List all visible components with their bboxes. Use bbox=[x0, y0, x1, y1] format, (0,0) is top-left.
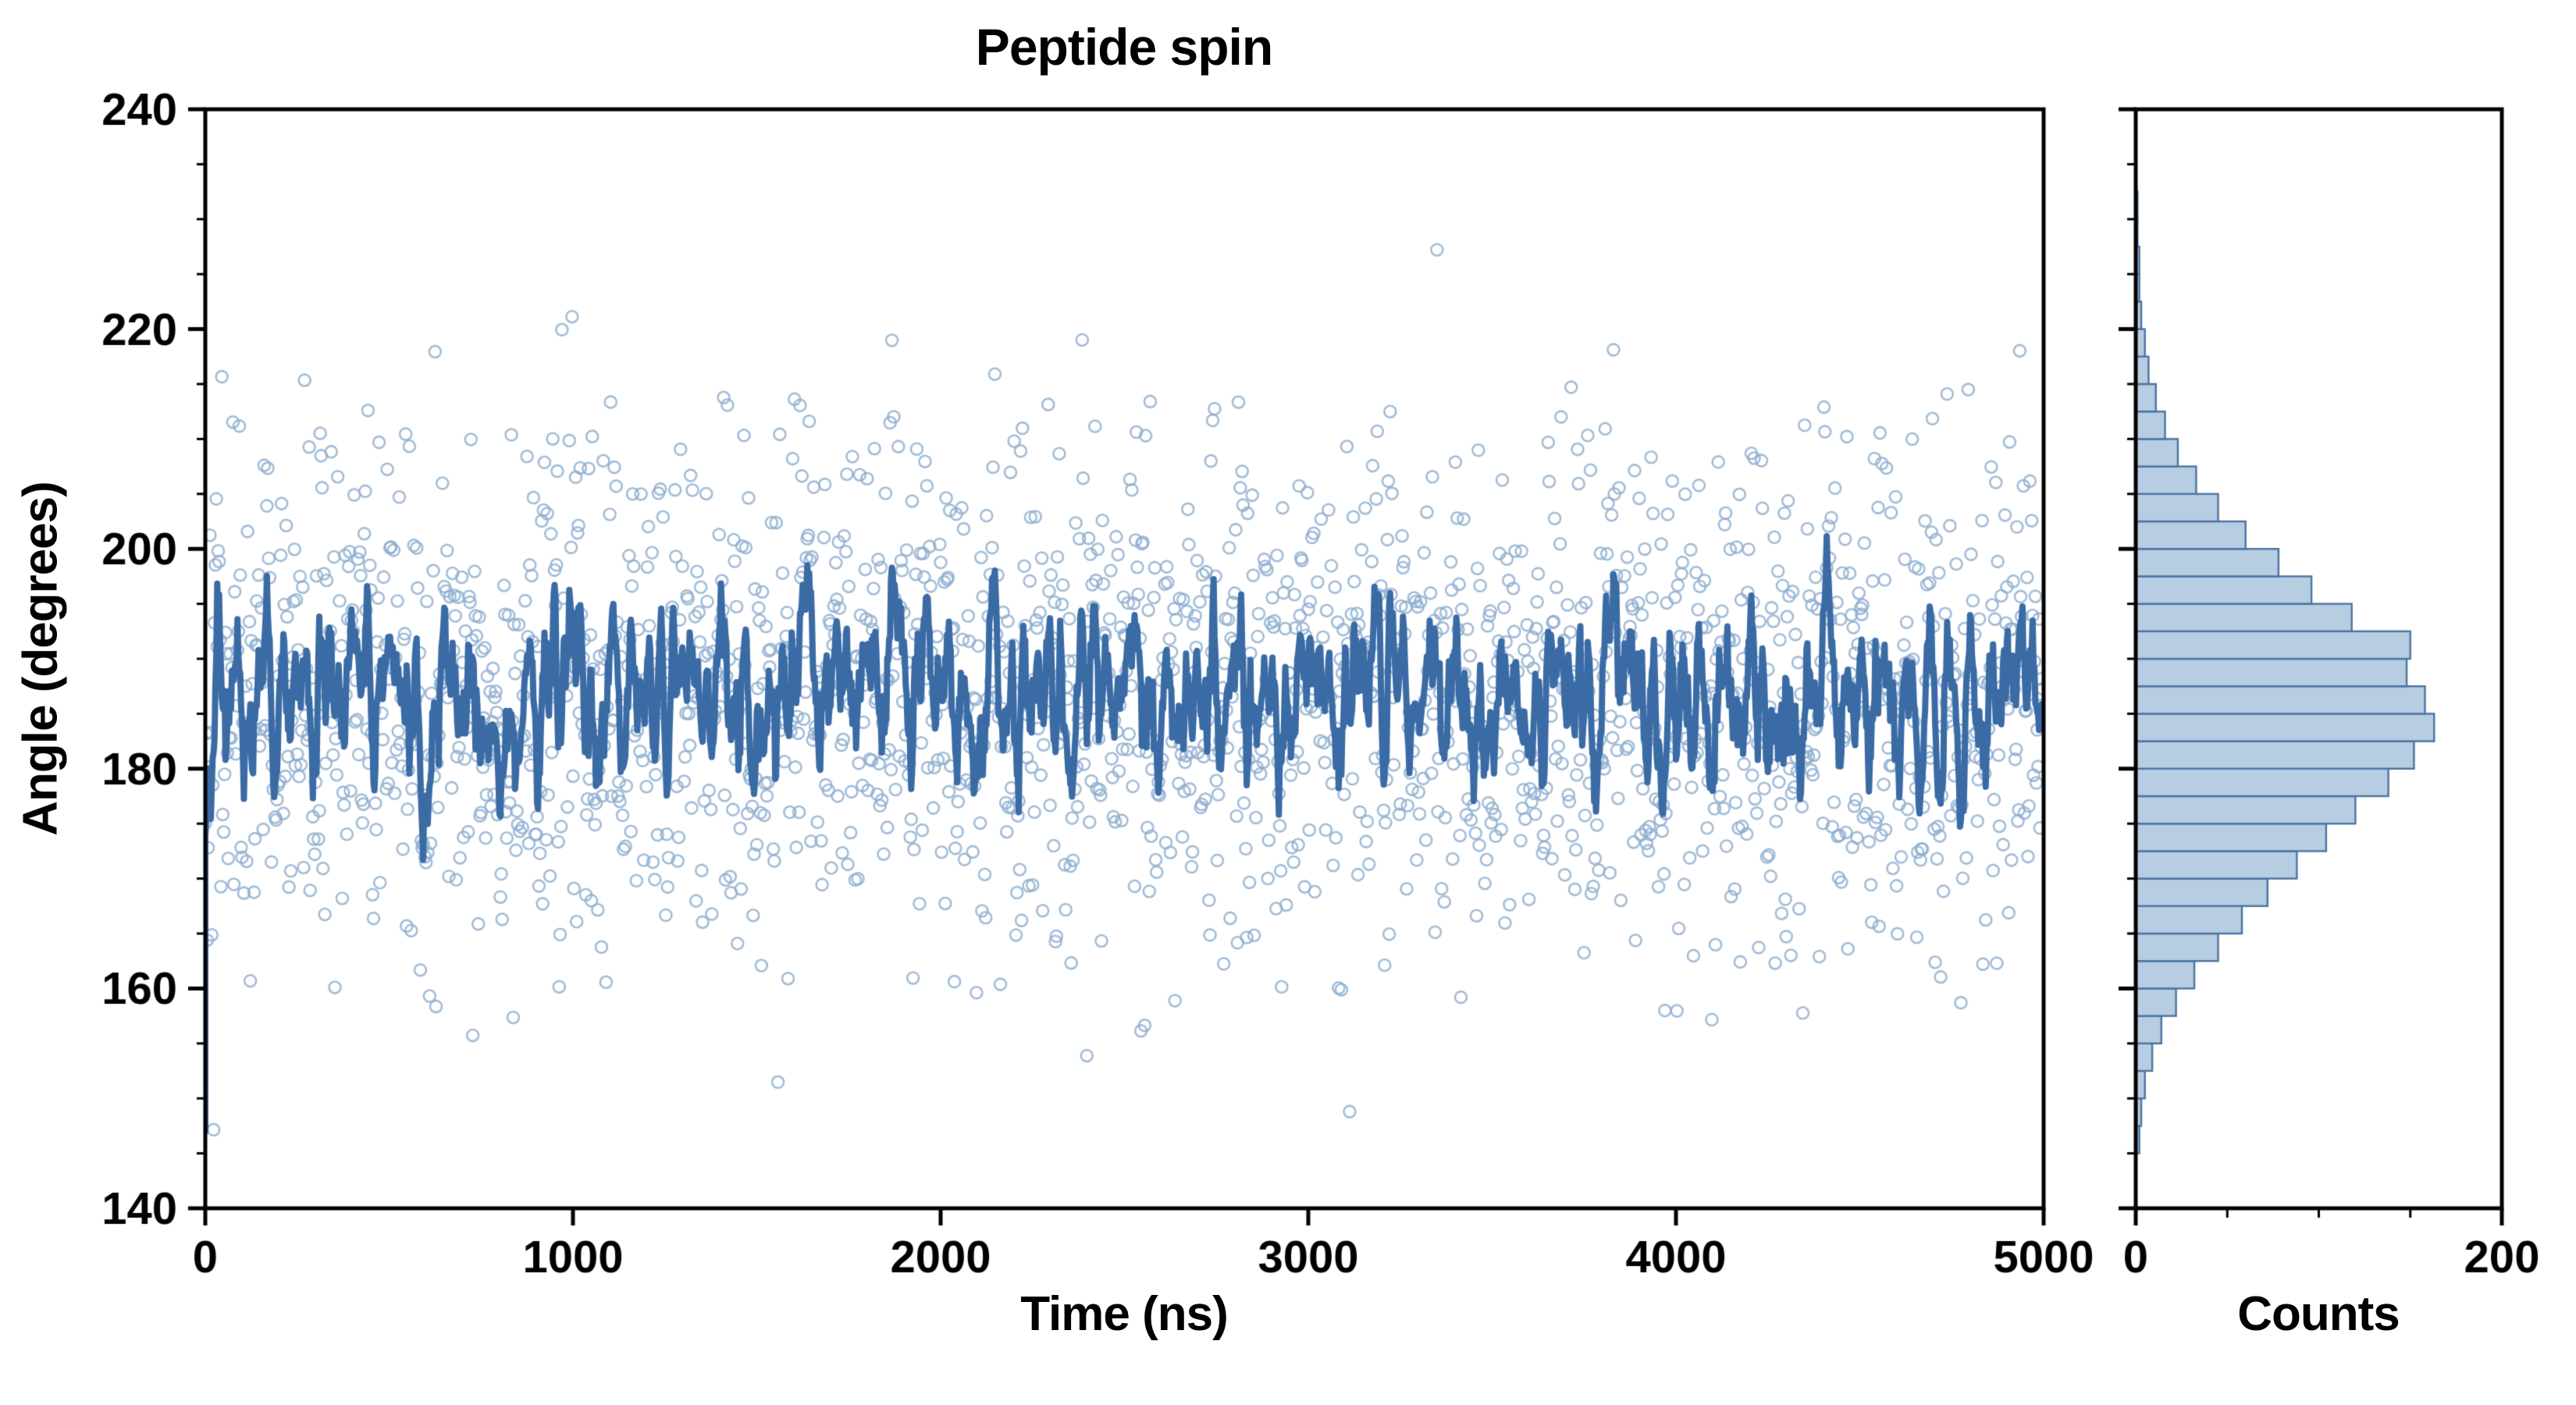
x-axis-label-hist: Counts bbox=[2237, 1287, 2400, 1341]
x-axis-label-main: Time (ns) bbox=[1020, 1287, 1228, 1341]
y-axis-label: Angle (degrees) bbox=[13, 482, 68, 836]
chart-title: Peptide spin bbox=[975, 18, 1273, 76]
